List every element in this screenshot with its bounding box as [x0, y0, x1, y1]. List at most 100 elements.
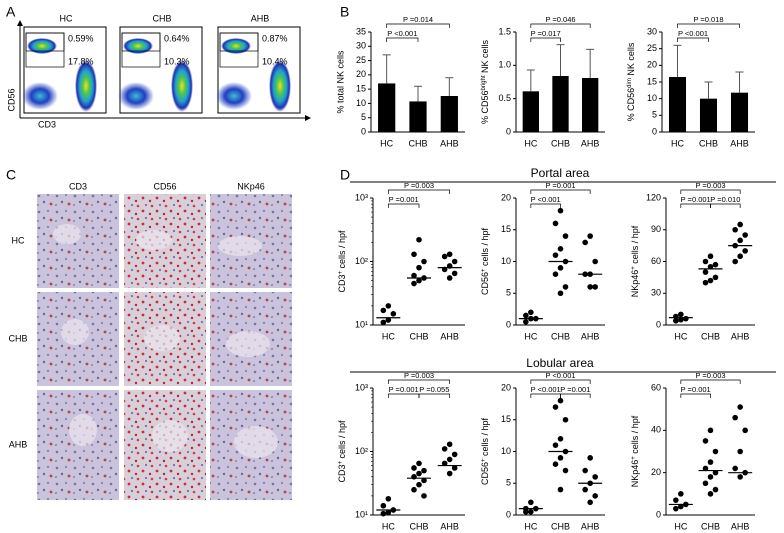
y-label-part: +: [338, 461, 344, 465]
row-label: CHB: [8, 333, 27, 343]
y-label-part: +: [481, 458, 487, 462]
dot: [737, 253, 743, 260]
x-tick-label: HC: [380, 138, 393, 148]
gate-percent: 0.87%: [262, 33, 288, 43]
x-tick-label: HC: [524, 521, 537, 531]
axis-label: CD3: [38, 119, 56, 129]
dot: [528, 499, 534, 506]
dot: [673, 317, 679, 324]
y-tick-label: 20: [501, 192, 511, 202]
dot: [446, 251, 453, 258]
panel-label: D: [340, 167, 350, 183]
x-tick-label: HC: [524, 331, 537, 341]
dot: [707, 277, 714, 284]
significance-bracket: [530, 23, 591, 28]
column-header: CD3: [69, 181, 87, 191]
dot: [380, 307, 387, 314]
x-tick-label: AHB: [731, 521, 750, 531]
dot: [446, 441, 453, 448]
dot: [732, 465, 738, 472]
dot: [673, 505, 679, 512]
dot: [732, 258, 738, 265]
gate-percent: 10.4%: [262, 56, 288, 66]
dot: [582, 486, 588, 493]
dot: [441, 446, 448, 452]
dot: [421, 493, 427, 499]
x-tick-label: CHB: [409, 521, 428, 531]
dot: [411, 465, 417, 471]
y-tick-label: 10: [501, 446, 511, 456]
dot: [446, 456, 453, 463]
significance-bracket: [530, 189, 591, 194]
dot: [737, 221, 743, 228]
dot: [411, 486, 417, 493]
dot: [451, 451, 458, 458]
gate-percent: 10.3%: [164, 56, 190, 66]
y-tick-label: 15: [647, 76, 657, 86]
y-axis-label: NKp46+ cells / hpf: [630, 225, 640, 297]
y-tick-label: 20: [501, 382, 511, 392]
y-label-part: cells / hpf: [337, 420, 347, 461]
y-tick-label: 10: [501, 256, 511, 266]
y-tick-label: 0: [361, 126, 366, 136]
y-tick-label: 60: [651, 256, 661, 266]
column-header: NKp46: [237, 181, 265, 191]
y-label-part: CD56: [480, 272, 490, 295]
cell-cloud: [123, 38, 153, 54]
dot: [562, 416, 569, 423]
significance-bracket: [680, 379, 741, 384]
dot: [712, 274, 719, 281]
dot: [380, 510, 387, 517]
dot: [451, 258, 458, 265]
dot: [552, 271, 559, 278]
p-value: P =0.003: [404, 181, 434, 190]
significance-bracket: [386, 37, 419, 42]
y-tick-label: 10¹: [355, 509, 368, 519]
dot: [416, 236, 422, 243]
dot: [385, 317, 392, 323]
y-tick-label: 120: [646, 192, 661, 202]
dot: [592, 284, 598, 290]
gate: [25, 32, 65, 52]
tissue-feature: [218, 236, 262, 256]
dot: [737, 404, 743, 410]
dot: [557, 246, 564, 252]
dot: [451, 270, 458, 277]
group-label: CHB: [152, 13, 171, 23]
bar: [378, 83, 396, 132]
section-title: Portal area: [531, 166, 590, 180]
y-tick-label: 0: [506, 509, 511, 519]
bar: [440, 96, 458, 132]
y-tick-label: 0.5: [498, 93, 511, 103]
y-label-part: % CD56: [626, 88, 636, 122]
dot: [737, 474, 743, 480]
x-tick-label: CHB: [699, 138, 718, 148]
dot: [380, 502, 387, 509]
y-label-part: cells / hpf: [337, 230, 347, 271]
dot: [380, 319, 387, 326]
p-value: P =0.014: [403, 15, 433, 24]
significance-bracket: [680, 393, 711, 398]
dot: [742, 232, 748, 238]
dot: [385, 495, 392, 502]
y-axis-label: CD3+ cells / hpf: [337, 230, 347, 293]
y-tick-label: 30: [651, 288, 661, 298]
dot: [587, 233, 593, 239]
p-value: P =0.001: [681, 385, 711, 394]
x-tick-label: HC: [382, 521, 395, 531]
tissue-image: [37, 390, 119, 500]
dot: [411, 280, 417, 287]
y-tick-label: 90: [651, 224, 661, 234]
y-label-part: cells / hpf: [630, 415, 640, 456]
p-value: P =0.003: [404, 371, 434, 380]
bar: [522, 91, 539, 132]
dot: [678, 316, 684, 323]
dot: [742, 248, 748, 254]
dot: [737, 237, 743, 244]
y-tick-label: 40: [651, 425, 661, 435]
panel-label: C: [6, 167, 16, 183]
dot: [557, 486, 564, 493]
dot: [557, 455, 564, 461]
cell-cloud: [269, 60, 291, 112]
p-value: P =0.001: [389, 195, 419, 204]
